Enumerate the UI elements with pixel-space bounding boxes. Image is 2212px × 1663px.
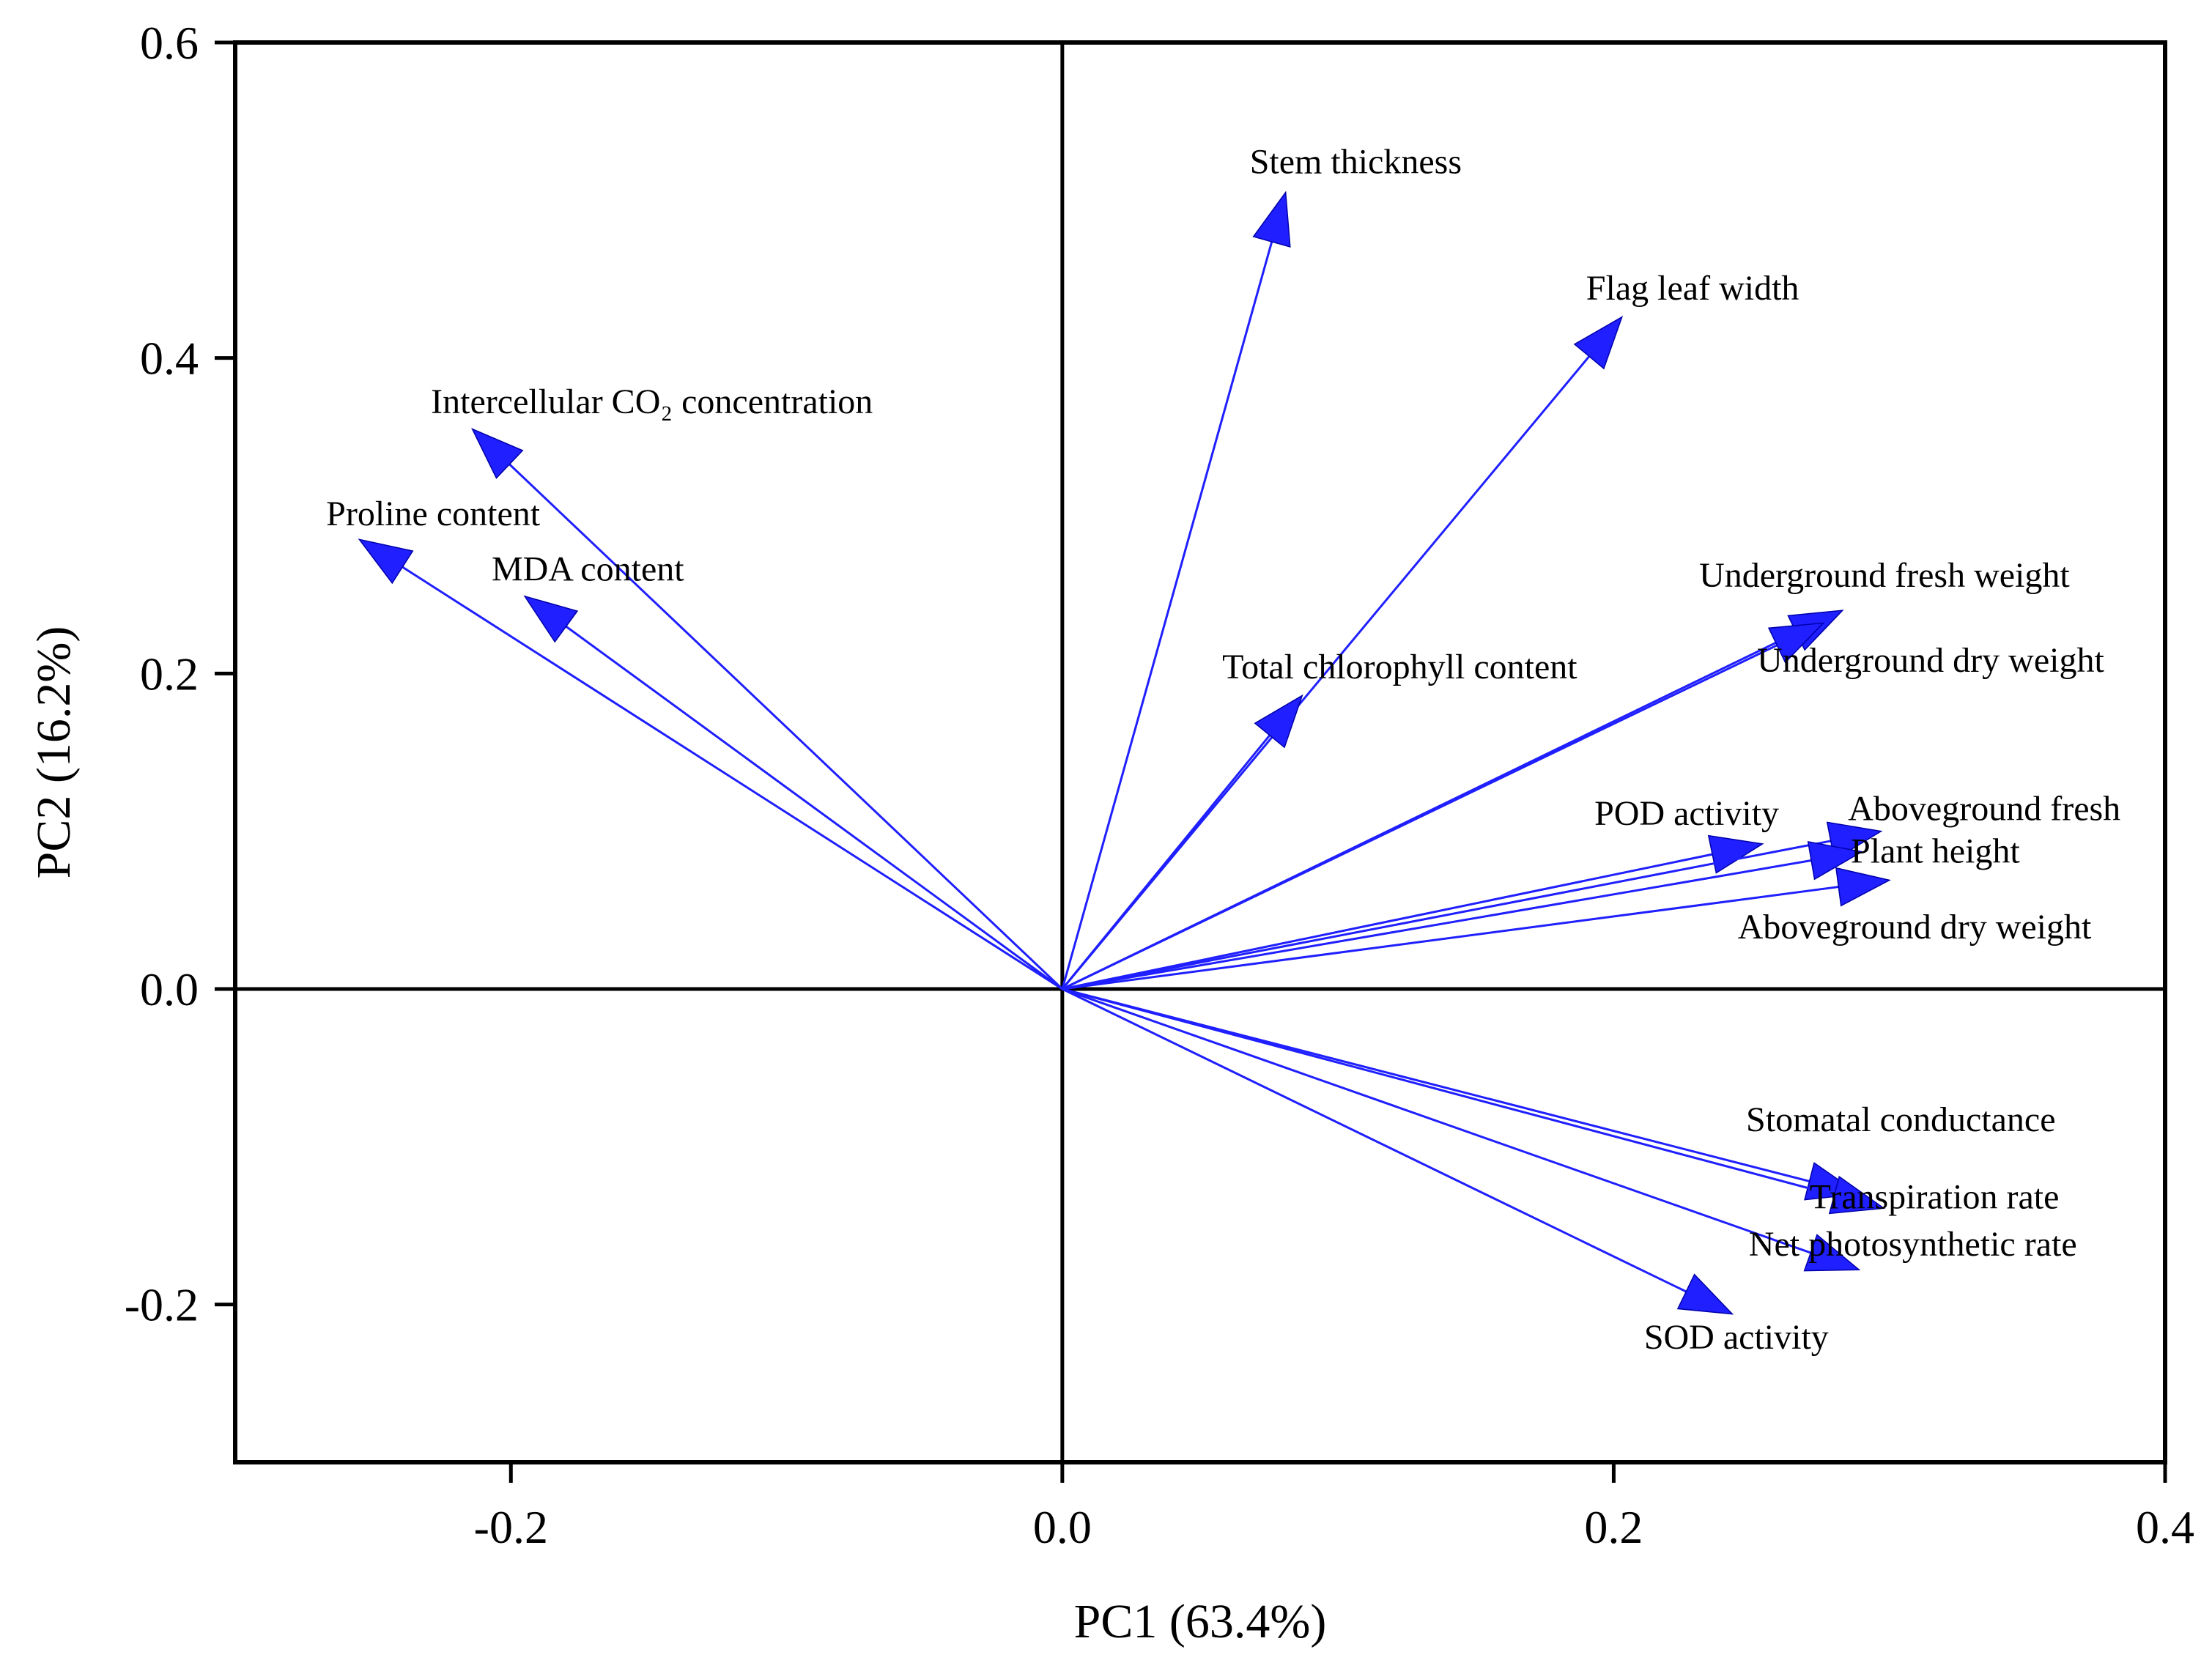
loading-vector-line (1062, 988, 1687, 1293)
loading-vector (1061, 190, 1291, 990)
loading-vector (471, 428, 1063, 990)
x-tick-label: 0.0 (1033, 1501, 1092, 1553)
loading-vector-arrowhead (1828, 1175, 1886, 1215)
y-tick-label: 0.4 (140, 333, 199, 385)
loading-vector-line (1061, 241, 1273, 990)
loading-vector-line (1062, 840, 1831, 990)
loading-vector-line (1062, 853, 1713, 990)
loading-vector-line (1061, 734, 1271, 990)
loading-vector-arrowhead (1573, 316, 1624, 370)
loading-vector (1062, 988, 1734, 1315)
x-axis-title: PC1 (63.4%) (1074, 1595, 1327, 1648)
loading-vector-line (1062, 886, 1839, 990)
loading-vector (1062, 840, 1864, 990)
x-tick-label: 0.2 (1584, 1501, 1643, 1553)
loading-vector-line (1062, 988, 1811, 1254)
loading-vector (1061, 694, 1303, 990)
loading-label: Proline content (326, 495, 541, 533)
loading-vector-arrowhead (471, 428, 524, 479)
loading-label: SOD activity (1644, 1318, 1829, 1357)
loading-label: Total chlorophyll content (1222, 648, 1577, 686)
loading-vector-arrowhead (358, 538, 414, 585)
loading-vector-line (402, 566, 1063, 990)
loading-vector-arrowhead (1803, 1234, 1861, 1272)
loading-label: MDA content (492, 549, 684, 588)
loading-vector-line (1062, 988, 1810, 1182)
y-tick-label: 0.6 (140, 17, 199, 69)
loading-vector (358, 538, 1063, 990)
loading-label: POD activity (1594, 794, 1779, 833)
loading-vector-arrowhead (1807, 840, 1864, 881)
loading-label: Underground dry weight (1757, 641, 2104, 680)
loading-vector (1062, 834, 1764, 990)
loading-vector (1061, 316, 1624, 990)
loading-label: Underground fresh weight (1699, 556, 2070, 595)
y-tick-label: -0.2 (125, 1279, 199, 1331)
loading-labels-layer: Stem thickness Flag leaf width Intercellul… (326, 143, 2120, 1357)
loading-vector (523, 595, 1063, 990)
loading-vector (1062, 622, 1825, 990)
loading-vector-arrowhead (1254, 694, 1303, 749)
axis-ticks-layer: -0.2 0.0 0.2 0.4 -0.2 0.0 0.2 0.4 0.6 (125, 17, 2194, 1553)
y-tick-label: 0.0 (140, 963, 199, 1015)
loading-label: Flag leaf width (1586, 269, 1799, 308)
loading-vector-arrowhead (1707, 834, 1764, 874)
loading-vector-line (1062, 988, 1835, 1196)
loading-vectors-layer (358, 190, 1891, 1315)
loading-label: Net photosynthetic rate (1749, 1225, 2077, 1264)
loading-vector-arrowhead (523, 595, 579, 643)
loading-label: Plant height (1851, 832, 2020, 871)
loading-label: Intercellular CO₂ concentration (431, 382, 873, 421)
loading-vector-arrowhead (1252, 190, 1291, 248)
loading-vector-line (1061, 355, 1591, 990)
loading-vector-line (1062, 859, 1812, 990)
loading-vector (1062, 988, 1861, 1272)
loading-vector (1062, 867, 1891, 990)
loading-label: Aboveground fresh (1848, 790, 2120, 829)
x-tick-label: 0.4 (2136, 1501, 2194, 1553)
loading-vector-arrowhead (1676, 1273, 1734, 1315)
y-axis-title: PC2 (16.2%) (27, 626, 81, 879)
loading-label: Stem thickness (1250, 143, 1462, 182)
loading-label: Aboveground dry weight (1738, 908, 2092, 947)
plot-border (233, 40, 2167, 1464)
y-tick-label: 0.2 (140, 648, 199, 700)
loading-vector-line (565, 625, 1063, 990)
loading-label: Transpiration rate (1810, 1177, 2060, 1216)
loading-label: Stomatal conductance (1746, 1100, 2056, 1139)
loading-vector (1062, 988, 1886, 1215)
plot-frame-layer (233, 40, 2167, 1464)
loading-vector-arrowhead (1835, 867, 1891, 907)
loading-vector-line (1062, 644, 1778, 990)
loading-vector-line (508, 463, 1063, 990)
loading-vector-arrowhead (1767, 622, 1825, 664)
x-tick-label: -0.2 (474, 1501, 548, 1553)
